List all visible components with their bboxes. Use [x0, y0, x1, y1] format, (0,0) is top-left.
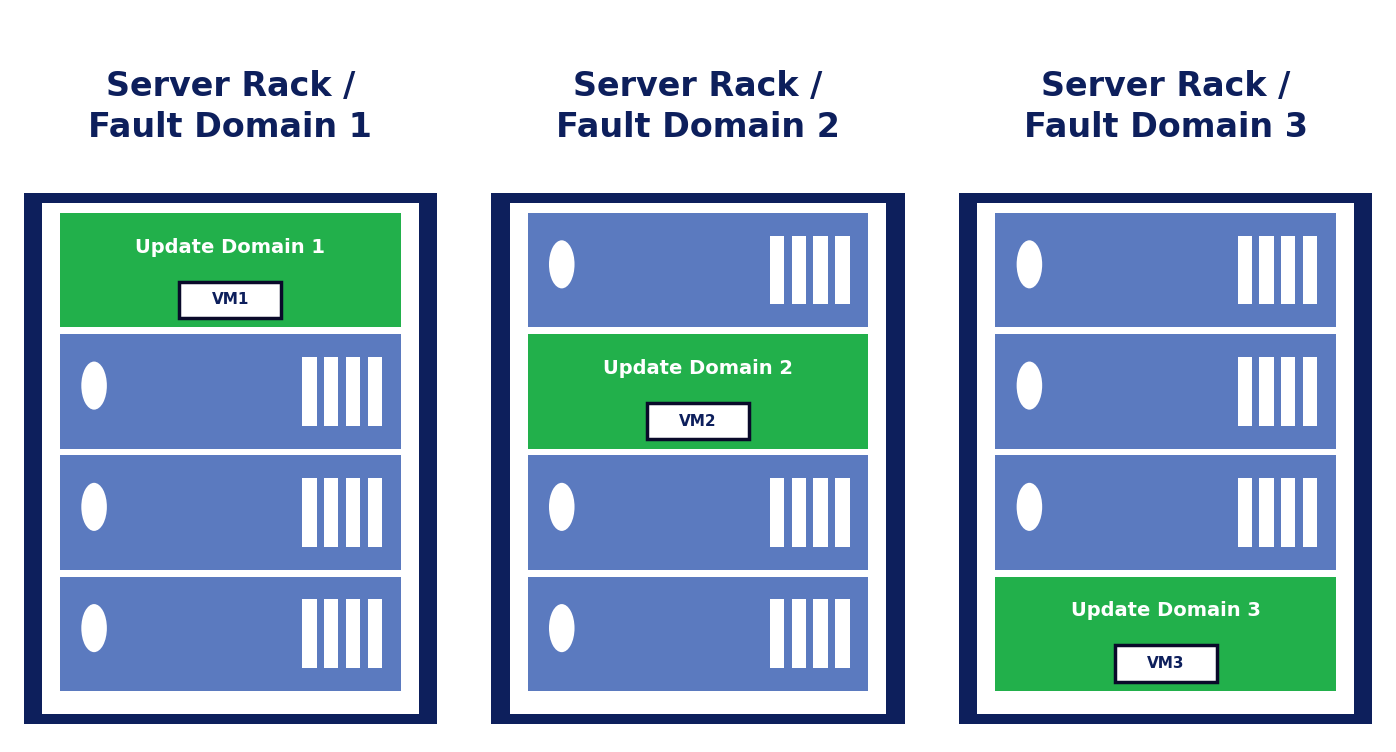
Bar	[367, 478, 383, 547]
Bar	[367, 357, 383, 426]
Bar	[302, 599, 317, 669]
Ellipse shape	[549, 241, 575, 288]
Text: VM3: VM3	[1148, 656, 1184, 671]
Bar	[977, 203, 1354, 714]
Bar	[995, 334, 1336, 448]
Ellipse shape	[1016, 483, 1043, 531]
Bar	[1282, 357, 1295, 426]
Bar	[814, 478, 828, 547]
Bar	[995, 455, 1336, 570]
Bar	[324, 357, 338, 426]
Bar	[1259, 357, 1273, 426]
Bar	[1237, 235, 1252, 305]
Bar	[60, 577, 401, 691]
Bar	[60, 455, 401, 570]
Bar	[835, 599, 850, 669]
Ellipse shape	[1016, 362, 1043, 410]
Ellipse shape	[549, 604, 575, 652]
Ellipse shape	[81, 604, 107, 652]
Bar	[995, 577, 1336, 691]
Bar	[60, 213, 401, 327]
Bar	[959, 193, 1372, 724]
Bar	[324, 599, 338, 669]
FancyBboxPatch shape	[646, 403, 750, 439]
Bar	[1302, 357, 1318, 426]
Bar	[792, 478, 805, 547]
Bar	[24, 193, 437, 724]
Bar	[792, 599, 805, 669]
Bar	[1302, 478, 1318, 547]
Text: VM1: VM1	[212, 293, 248, 308]
FancyBboxPatch shape	[1114, 645, 1217, 682]
Bar	[1282, 235, 1295, 305]
Bar	[491, 193, 905, 724]
Bar	[528, 213, 868, 327]
Bar	[769, 478, 785, 547]
Text: VM2: VM2	[680, 414, 716, 429]
Bar	[835, 478, 850, 547]
Bar	[528, 334, 868, 448]
Bar	[302, 357, 317, 426]
Bar	[792, 235, 805, 305]
Bar	[346, 357, 360, 426]
FancyBboxPatch shape	[179, 281, 282, 318]
Text: Update Domain 2: Update Domain 2	[603, 359, 793, 378]
Text: Update Domain 1: Update Domain 1	[135, 238, 325, 256]
Bar	[1282, 478, 1295, 547]
Bar	[1237, 478, 1252, 547]
Bar	[835, 235, 850, 305]
Text: Server Rack /
Fault Domain 3: Server Rack / Fault Domain 3	[1023, 70, 1308, 144]
Bar	[42, 203, 419, 714]
Bar	[769, 235, 785, 305]
Bar	[60, 334, 401, 448]
Ellipse shape	[549, 483, 575, 531]
Ellipse shape	[1016, 241, 1043, 288]
Bar	[528, 455, 868, 570]
Bar	[769, 599, 785, 669]
Bar	[367, 599, 383, 669]
Bar	[510, 203, 886, 714]
Bar	[1302, 235, 1318, 305]
Ellipse shape	[81, 483, 107, 531]
Bar	[324, 478, 338, 547]
Text: Server Rack /
Fault Domain 2: Server Rack / Fault Domain 2	[556, 70, 840, 144]
Bar	[1237, 357, 1252, 426]
Ellipse shape	[81, 362, 107, 410]
Bar	[302, 478, 317, 547]
Bar	[528, 577, 868, 691]
Bar	[346, 478, 360, 547]
Text: Server Rack /
Fault Domain 1: Server Rack / Fault Domain 1	[88, 70, 373, 144]
Bar	[814, 235, 828, 305]
Bar	[1259, 478, 1273, 547]
Text: Update Domain 3: Update Domain 3	[1071, 602, 1261, 620]
Bar	[995, 213, 1336, 327]
Bar	[814, 599, 828, 669]
Bar	[346, 599, 360, 669]
Bar	[1259, 235, 1273, 305]
